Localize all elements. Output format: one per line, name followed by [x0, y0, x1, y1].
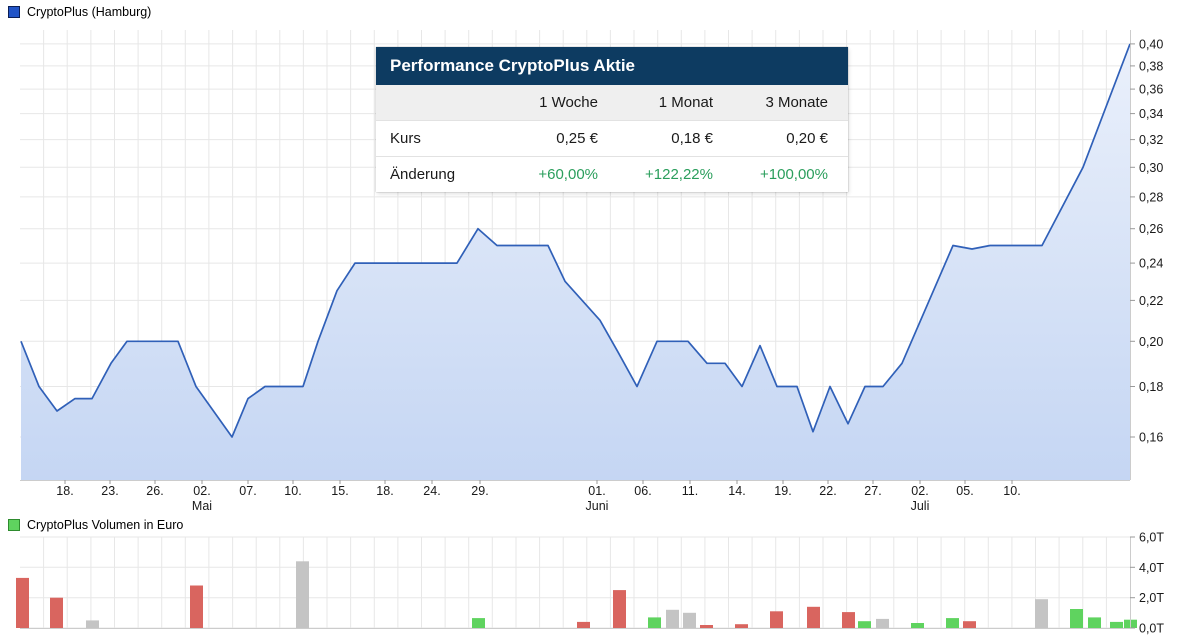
aenderung-1-woche: +60,00%: [538, 166, 598, 183]
date-tick-label: 01.: [588, 484, 605, 498]
price-tick-label: 0,16: [1139, 431, 1163, 445]
volume-tick-label: 0,0T: [1139, 622, 1164, 636]
axis-lines: [20, 30, 1131, 629]
performance-table-title: Performance CryptoPlus Aktie: [376, 47, 848, 85]
volume-series-swatch-icon: [8, 519, 20, 531]
table-row-aenderung: Änderung +60,00% +122,22% +100,00%: [376, 156, 848, 192]
date-tick-label: 26.: [146, 484, 163, 498]
row-label-aenderung: Änderung: [390, 166, 456, 183]
price-tick-label: 0,22: [1139, 294, 1163, 308]
volume-tick-label: 2,0T: [1139, 591, 1164, 605]
date-tick-label: 11.: [682, 484, 698, 498]
volume-legend-label: CryptoPlus Volumen in Euro: [27, 518, 184, 532]
price-tick-label: 0,24: [1139, 257, 1163, 271]
volume-legend: CryptoPlus Volumen in Euro: [8, 518, 183, 532]
date-tick-label: 05.: [956, 484, 973, 498]
volume-bar: [963, 621, 976, 628]
table-row-kurs: Kurs 0,25 € 0,18 € 0,20 €: [376, 120, 848, 156]
price-legend-label: CryptoPlus (Hamburg): [27, 5, 152, 19]
kurs-3-monate: 0,20 €: [786, 130, 828, 147]
date-tick-label: 19.: [774, 484, 791, 498]
price-tick-label: 0,32: [1139, 133, 1163, 147]
date-tick-label: 23.: [101, 484, 118, 498]
date-tick-label: 10.: [1003, 484, 1020, 498]
performance-table: Performance CryptoPlus Aktie 1 Woche 1 M…: [376, 47, 848, 192]
volume-bar: [842, 612, 855, 628]
volume-bar: [472, 618, 485, 628]
date-tick-label: 02.: [193, 484, 210, 498]
volume-tick-label: 6,0T: [1139, 531, 1164, 545]
volume-bar: [577, 621, 590, 628]
volume-bar: [1070, 609, 1083, 628]
date-tick-label: 10.: [284, 484, 301, 498]
volume-bar: [1110, 621, 1123, 628]
volume-bar: [876, 618, 889, 628]
aenderung-3-monate: +100,00%: [760, 166, 828, 183]
price-area: [21, 43, 1130, 481]
volume-bar: [1088, 617, 1101, 628]
date-tick-label: 02.: [911, 484, 928, 498]
price-line: [20, 43, 1131, 438]
price-tick-label: 0,20: [1139, 335, 1163, 349]
date-tick-label: 24.: [423, 484, 440, 498]
volume-bars: [16, 561, 1137, 628]
volume-bar: [700, 625, 713, 628]
volume-bar: [770, 611, 783, 628]
volume-bar: [666, 609, 679, 628]
volume-bar: [86, 620, 99, 628]
price-tick-label: 0,38: [1139, 59, 1163, 73]
row-label-kurs: Kurs: [390, 130, 421, 147]
month-label: Mai: [192, 499, 212, 513]
date-tick-label: 22.: [819, 484, 836, 498]
volume-bar: [613, 590, 626, 628]
date-tick-label: 29.: [471, 484, 488, 498]
price-axis-labels: 0,40 0,38 0,36 0,34 0,32 0,30 0,28 0,26 0,24 0,22…: [1130, 37, 1163, 445]
month-label: Juli: [911, 499, 930, 513]
volume-bar: [807, 606, 820, 628]
volume-bar: [16, 577, 29, 628]
date-tick-label: 06.: [634, 484, 651, 498]
date-tick-label: 18.: [376, 484, 393, 498]
aenderung-1-monat: +122,22%: [645, 166, 713, 183]
month-label: Juni: [586, 499, 609, 513]
volume-bar: [683, 612, 696, 628]
volume-bar: [648, 617, 661, 628]
date-tick-label: 07.: [239, 484, 256, 498]
volume-bar: [946, 618, 959, 628]
date-tick-label: 18.: [56, 484, 73, 498]
volume-bar: [296, 561, 309, 628]
price-tick-label: 0,40: [1139, 37, 1163, 51]
price-tick-label: 0,34: [1139, 107, 1163, 121]
kurs-1-monat: 0,18 €: [671, 130, 713, 147]
volume-bar: [190, 585, 203, 628]
column-header-1-monat: 1 Monat: [658, 94, 713, 111]
price-series-swatch-icon: [8, 6, 20, 18]
price-tick-label: 0,36: [1139, 83, 1163, 97]
price-tick-label: 0,26: [1139, 222, 1163, 236]
volume-bar: [50, 597, 63, 628]
price-tick-label: 0,18: [1139, 380, 1163, 394]
kurs-1-woche: 0,25 €: [556, 130, 598, 147]
volume-bar: [735, 624, 748, 628]
column-header-3-monate: 3 Monate: [765, 94, 828, 111]
date-tick-label: 14.: [728, 484, 745, 498]
price-tick-label: 0,30: [1139, 161, 1163, 175]
performance-table-column-headers: 1 Woche 1 Monat 3 Monate: [376, 85, 848, 120]
volume-bar: [911, 623, 924, 628]
price-tick-label: 0,28: [1139, 190, 1163, 204]
volume-tick-label: 4,0T: [1139, 561, 1164, 575]
volume-axis-labels: 6,0T 4,0T 2,0T 0,0T: [1130, 531, 1164, 636]
volume-bar: [858, 621, 871, 628]
date-tick-label: 27.: [864, 484, 881, 498]
date-tick-label: 15.: [331, 484, 348, 498]
column-header-1-woche: 1 Woche: [539, 94, 598, 111]
price-legend: CryptoPlus (Hamburg): [8, 5, 151, 19]
volume-bar: [1035, 599, 1048, 628]
